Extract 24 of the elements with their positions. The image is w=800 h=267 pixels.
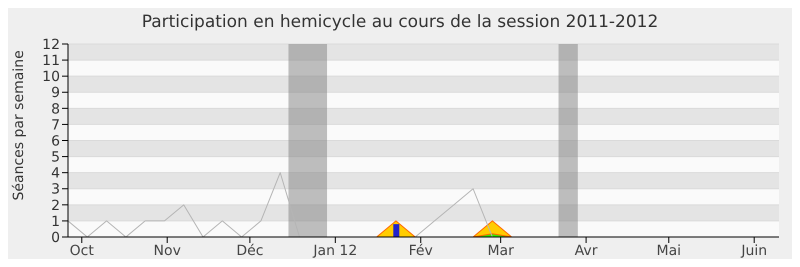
- x-tick-label: Avr: [574, 242, 598, 259]
- y-axis-title: Séances par semaine: [10, 50, 27, 200]
- x-tick-label: Oct: [70, 242, 94, 259]
- y-tick-label: 1: [51, 214, 60, 230]
- x-tick-label: Fév: [408, 242, 433, 259]
- y-tick-label: 7: [51, 117, 60, 134]
- y-tick-label: 11: [42, 53, 60, 70]
- y-tick-label: 8: [51, 101, 60, 118]
- y-tick-label: 4: [51, 166, 60, 182]
- y-tick-label: 0: [51, 230, 60, 246]
- y-tick-label: 10: [42, 69, 60, 86]
- y-tick-label: 3: [51, 182, 60, 198]
- x-tick-label: Mai: [656, 242, 682, 259]
- y-tick-label: 6: [51, 133, 60, 150]
- x-tick-label: Nov: [154, 242, 181, 259]
- x-tick-label: Mar: [487, 242, 514, 259]
- y-tick-label: 2: [51, 198, 60, 214]
- y-tick-label: 5: [51, 150, 60, 166]
- x-tick-label: Jan 12: [312, 242, 358, 259]
- y-tick-label: 12: [42, 36, 60, 53]
- y-tick-label: 9: [51, 85, 60, 102]
- chart-title: Participation en hemicycle au cours de la session 2011-2012: [140, 11, 660, 34]
- x-tick-label: Juin: [740, 242, 768, 259]
- x-tick-label: Déc: [236, 242, 264, 259]
